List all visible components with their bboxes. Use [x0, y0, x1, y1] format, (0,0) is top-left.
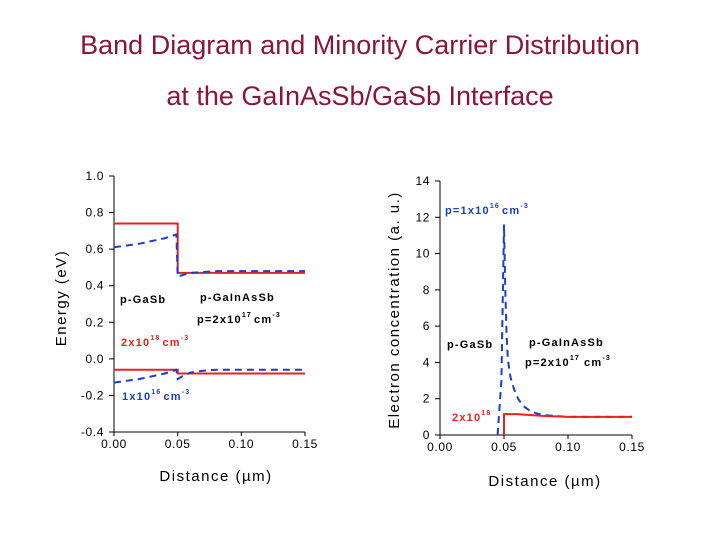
- concentration-ytick-label: 6: [423, 319, 430, 333]
- energy-right-doping: p=2x1017 cm-3: [197, 312, 281, 326]
- energy-series-3: [113, 368, 305, 384]
- energy-series-0: [114, 222, 305, 274]
- energy-ytick-label: 0.0: [86, 352, 104, 366]
- energy-chart-ylabel: Energy (eV): [53, 250, 70, 347]
- concentration-ytick-label: 4: [423, 355, 430, 369]
- conc-right-doping: p=2x1017 cm-3: [525, 355, 611, 369]
- concentration-ytick-label: 0: [423, 428, 430, 442]
- conc-red-doping: 2x1018: [452, 410, 491, 424]
- energy-ytick-label: -0.2: [81, 388, 104, 402]
- concentration-xtick-label: 0.10: [555, 440, 581, 454]
- concentration-ytick-label: 2: [423, 392, 430, 406]
- energy-blue-doping: 1x1016 cm-3: [122, 389, 190, 403]
- slide-title-line2: at the GaInAsSb/GaSb Interface: [166, 81, 554, 111]
- conc-right-layer-label: p-GaInAsSb: [529, 337, 604, 349]
- concentration-chart-xlabel: Distance (µm): [488, 473, 601, 490]
- concentration-xtick-label: 0.15: [619, 440, 645, 454]
- energy-left-layer-label: p-GaSb: [120, 294, 166, 306]
- energy-chart: Energy (eV) Distance (µm) p-GaSb p-GaInA…: [53, 250, 281, 485]
- energy-series-1: [114, 368, 305, 375]
- energy-xtick-label: 0.15: [292, 437, 318, 451]
- energy-right-layer-label: p-GaInAsSb: [200, 292, 275, 304]
- energy-xtick-label: 0.05: [165, 437, 191, 451]
- concentration-series-0: [496, 224, 632, 436]
- conc-blue-doping: p=1x1016 cm-3: [445, 203, 529, 217]
- concentration-ytick-label: 14: [415, 174, 430, 188]
- energy-ytick-label: 0.2: [86, 315, 104, 329]
- concentration-chart-ylabel: Electron concentration (a. u.): [386, 191, 403, 429]
- slide-title-line1: Band Diagram and Minority Carrier Distri…: [80, 30, 640, 60]
- concentration-ytick-label: 12: [415, 210, 430, 224]
- energy-ytick-label: -0.4: [81, 425, 104, 439]
- energy-chart-xlabel: Distance (µm): [159, 468, 272, 485]
- energy-xtick-label: 0.00: [101, 437, 127, 451]
- concentration-ytick-label: 8: [423, 283, 430, 297]
- energy-ytick-label: 0.4: [86, 279, 104, 293]
- energy-ytick-label: 0.6: [86, 242, 104, 256]
- energy-xtick-label: 0.10: [228, 437, 254, 451]
- energy-ytick-label: 1.0: [86, 169, 104, 183]
- concentration-xtick-label: 0.05: [491, 440, 517, 454]
- conc-left-layer-label: p-GaSb: [447, 339, 493, 351]
- energy-series-2: [113, 233, 305, 278]
- concentration-ytick-label: 10: [415, 247, 430, 261]
- energy-red-doping: 2x1018 cm-3: [121, 335, 189, 349]
- concentration-xtick-label: 0.00: [427, 440, 453, 454]
- concentration-series-1: [503, 413, 632, 435]
- energy-ytick-label: 0.8: [86, 206, 104, 220]
- concentration-chart: Electron concentration (a. u.) Distance …: [386, 191, 611, 490]
